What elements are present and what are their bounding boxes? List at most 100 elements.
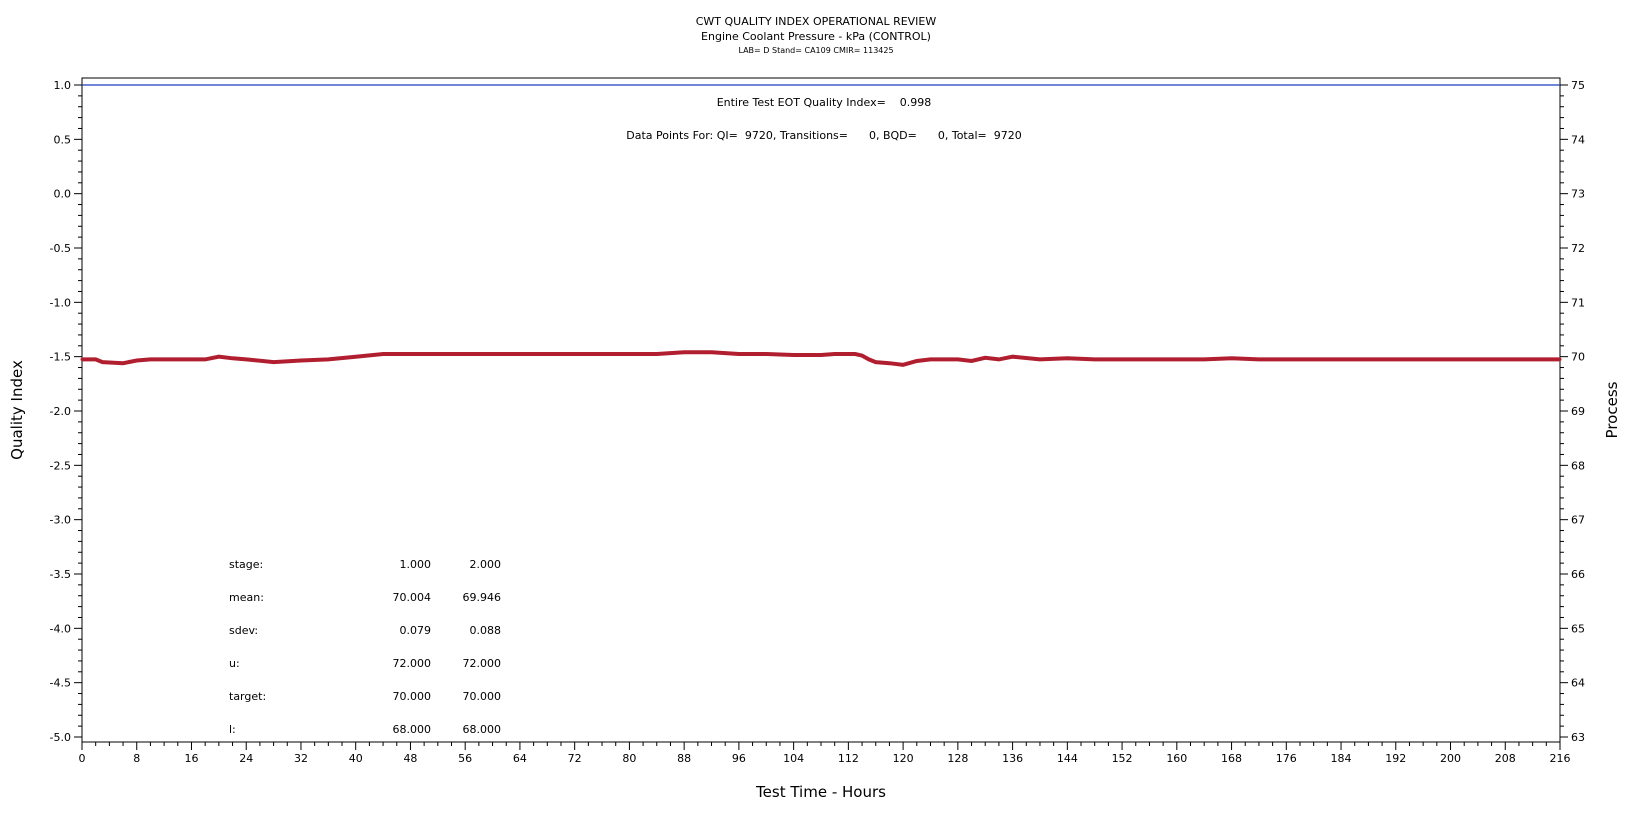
series-point bbox=[1011, 355, 1015, 359]
series-point bbox=[983, 356, 987, 360]
y-right-tick-label: 63 bbox=[1571, 731, 1585, 744]
series-point bbox=[792, 353, 796, 357]
y-left-tick-label: -3.0 bbox=[50, 514, 71, 527]
y-right-tick-label: 72 bbox=[1571, 242, 1585, 255]
x-tick-label: 80 bbox=[622, 752, 636, 765]
stats-value-stage-2: 68.000 bbox=[463, 723, 502, 736]
y-left-tick-label: -2.5 bbox=[50, 459, 71, 472]
series-point bbox=[573, 352, 577, 356]
series-point bbox=[860, 354, 864, 358]
x-tick-label: 24 bbox=[239, 752, 253, 765]
series-point bbox=[853, 352, 857, 356]
series-point bbox=[463, 352, 467, 356]
x-axis-title: Test Time - Hours bbox=[755, 783, 886, 801]
x-tick-label: 72 bbox=[568, 752, 582, 765]
series-point bbox=[627, 352, 631, 356]
stats-value-stage-2: 70.000 bbox=[463, 690, 502, 703]
stats-value-stage-1: 68.000 bbox=[393, 723, 432, 736]
series-point bbox=[1421, 357, 1425, 361]
series-point bbox=[1093, 357, 1097, 361]
chart-subtitle: Engine Coolant Pressure - kPa (CONTROL) bbox=[701, 30, 931, 43]
x-tick-label: 48 bbox=[403, 752, 417, 765]
series-point bbox=[1284, 357, 1288, 361]
stats-value-stage-2: 2.000 bbox=[470, 558, 502, 571]
series-point bbox=[600, 352, 604, 356]
series-point bbox=[1503, 357, 1507, 361]
series-point bbox=[1531, 357, 1535, 361]
stats-row-label: stage: bbox=[229, 558, 263, 571]
series-point bbox=[737, 352, 741, 356]
stats-table: stage: 1.000 2.000 mean: 70.004 69.946 sdev: 0.… bbox=[229, 558, 501, 736]
x-tick-label: 104 bbox=[783, 752, 804, 765]
y-left-tick-label: -4.5 bbox=[50, 677, 71, 690]
y-right-tick-label: 71 bbox=[1571, 296, 1585, 309]
series-point bbox=[1366, 357, 1370, 361]
y-left-tick-label: -5.0 bbox=[50, 731, 71, 744]
series-point bbox=[1449, 357, 1453, 361]
series-point bbox=[203, 357, 207, 361]
series-point bbox=[1339, 357, 1343, 361]
series-point bbox=[901, 363, 905, 367]
y-axis-right-title: Process bbox=[1603, 381, 1621, 438]
y-right-tick-label: 64 bbox=[1571, 677, 1585, 690]
series-point bbox=[874, 360, 878, 364]
y-left-tick-label: 0.5 bbox=[54, 133, 72, 146]
stats-value-stage-1: 72.000 bbox=[393, 657, 432, 670]
y-left-tick-label: -1.5 bbox=[50, 351, 71, 364]
series-point bbox=[1312, 357, 1316, 361]
series-point bbox=[545, 352, 549, 356]
series-layer bbox=[80, 84, 1562, 367]
y-axis-left-title: Quality Index bbox=[8, 360, 26, 460]
y-left-tick-label: 1.0 bbox=[54, 79, 72, 92]
series-point bbox=[833, 352, 837, 356]
x-tick-label: 128 bbox=[947, 752, 968, 765]
y-right-tick-label: 65 bbox=[1571, 622, 1585, 635]
series-point bbox=[491, 352, 495, 356]
plot-frame bbox=[81, 77, 1561, 743]
series-point bbox=[148, 357, 152, 361]
series-point bbox=[1394, 357, 1398, 361]
series-point bbox=[970, 359, 974, 363]
stats-row-label: l: bbox=[229, 723, 236, 736]
y-left-tick-label: 0.0 bbox=[54, 188, 72, 201]
series-point bbox=[1476, 357, 1480, 361]
series-point bbox=[1175, 357, 1179, 361]
series-point bbox=[1120, 357, 1124, 361]
y-right-tick-label: 70 bbox=[1571, 351, 1585, 364]
x-tick-label: 40 bbox=[349, 752, 363, 765]
stats-value-stage-1: 70.000 bbox=[393, 690, 432, 703]
series-point bbox=[1038, 357, 1042, 361]
y-axis-left: 1.0 0.5 0.0 -0.5 -1.0 -1.5 -2.0 -2.5 -3.0 -3.5 -4.… bbox=[50, 79, 82, 744]
series-point bbox=[94, 357, 98, 361]
y-left-tick-label: -0.5 bbox=[50, 242, 71, 255]
x-tick-label: 112 bbox=[838, 752, 859, 765]
stats-row-label: sdev: bbox=[229, 624, 258, 637]
series-point bbox=[272, 360, 276, 364]
stats-value-stage-1: 70.004 bbox=[393, 591, 432, 604]
series-point bbox=[231, 356, 235, 360]
stats-value-stage-2: 72.000 bbox=[463, 657, 502, 670]
series-point bbox=[408, 352, 412, 356]
x-tick-label: 200 bbox=[1440, 752, 1461, 765]
y-left-tick-label: -3.5 bbox=[50, 568, 71, 581]
series-point bbox=[867, 357, 871, 361]
x-tick-label: 192 bbox=[1385, 752, 1406, 765]
series-point bbox=[1230, 356, 1234, 360]
x-tick-label: 168 bbox=[1221, 752, 1242, 765]
series-point bbox=[381, 352, 385, 356]
stats-value-stage-1: 1.000 bbox=[400, 558, 432, 571]
y-right-tick-label: 73 bbox=[1571, 188, 1585, 201]
x-tick-label: 8 bbox=[133, 752, 140, 765]
x-tick-label: 32 bbox=[294, 752, 308, 765]
series-point bbox=[1558, 357, 1562, 361]
series-point bbox=[80, 357, 84, 361]
x-tick-label: 88 bbox=[677, 752, 691, 765]
x-tick-label: 136 bbox=[1002, 752, 1023, 765]
stats-value-stage-1: 0.079 bbox=[400, 624, 432, 637]
series-point bbox=[1257, 357, 1261, 361]
series-point bbox=[682, 350, 686, 354]
series-point bbox=[1065, 356, 1069, 360]
x-tick-label: 160 bbox=[1166, 752, 1187, 765]
series-point bbox=[1202, 357, 1206, 361]
